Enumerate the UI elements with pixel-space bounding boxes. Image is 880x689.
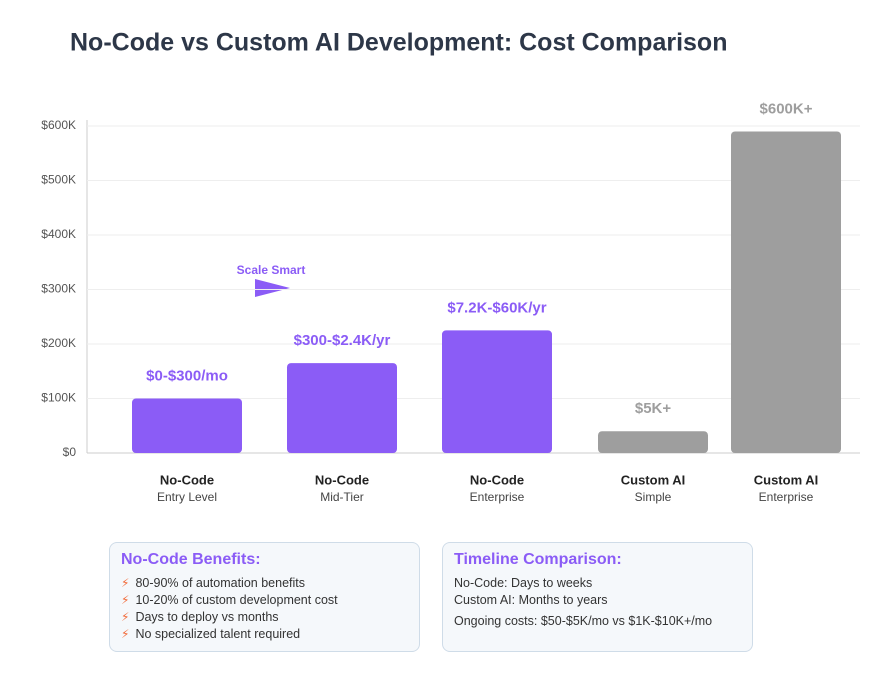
chart-title: No-Code vs Custom AI Development: Cost C… [70,29,727,57]
icon: ⚡ [121,610,130,624]
list-item: ⚡ 10-20% of custom development cost [121,592,408,609]
bar [731,131,841,453]
x-tick-sublabel: Entry Level [157,490,217,504]
list-item: Custom AI: Months to years [454,592,741,609]
benefits-box: No-Code Benefits: ⚡ 80-90% of automation … [109,542,420,652]
list-item: ⚡ Days to deploy vs months [121,609,408,626]
icon: ⚡ [121,627,130,641]
y-tick-label: $400K [41,227,76,241]
x-tick-sublabel: Simple [635,490,672,504]
timeline-box: Timeline Comparison: No-Code: Days to we… [442,542,753,652]
item-text: Custom AI: Months to years [454,593,608,607]
item-text: 10-20% of custom development cost [135,593,338,607]
list-item: Ongoing costs: $50-$5K/mo vs $1K-$10K+/m… [454,613,741,630]
y-tick-label: $0 [63,445,77,459]
chart: No-Code vs Custom AI Development: Cost C… [41,29,860,504]
annotation: Scale Smart [237,263,306,277]
item-text: Days to deploy vs months [135,610,279,624]
item-text: No-Code: Days to weeks [454,576,593,590]
y-tick-label: $600K [41,118,76,132]
box-title: Timeline Comparison: [454,551,622,568]
item-text: Ongoing costs: $50-$5K/mo vs $1K-$10K+/m… [454,614,713,628]
icon: ⚡ [121,576,130,590]
x-tick-sublabel: Enterprise [759,490,814,504]
list-item: No-Code: Days to weeks [454,575,741,592]
value-label: $0-$300/mo [146,367,228,384]
value-label: $5K+ [635,400,672,417]
timeline-list: No-Code: Days to weeks Custom AI: Months … [454,575,741,630]
x-tick-label: No-Code [160,472,214,487]
arrow [255,279,290,297]
x-tick-label: Custom AI [754,472,819,487]
y-tick-label: $500K [41,173,76,187]
x-tick-label: No-Code [315,472,369,487]
value-label: $7.2K-$60K/yr [447,299,546,316]
icon: ⚡ [121,593,130,607]
value-label: $600K+ [760,100,813,117]
benefit-list: ⚡ 80-90% of automation benefits ⚡ 10-20% of… [121,575,408,643]
bar [598,431,708,453]
x-tick-sublabel: Mid-Tier [320,490,364,504]
x-tick-label: Custom AI [621,472,686,487]
x-tick-sublabel: Enterprise [470,490,525,504]
y-tick-label: $200K [41,336,76,350]
bar [132,398,242,453]
box-title: No-Code Benefits: [121,551,261,568]
y-tick-label: $100K [41,391,76,405]
list-item: ⚡ No specialized talent required [121,626,408,643]
y-tick-label: $300K [41,282,76,296]
list-item: ⚡ 80-90% of automation benefits [121,575,408,592]
x-tick-label: No-Code [470,472,524,487]
bar [287,363,397,453]
bar [442,330,552,453]
value-label: $300-$2.4K/yr [294,332,391,349]
item-text: 80-90% of automation benefits [135,576,305,590]
item-text: No specialized talent required [135,627,301,641]
